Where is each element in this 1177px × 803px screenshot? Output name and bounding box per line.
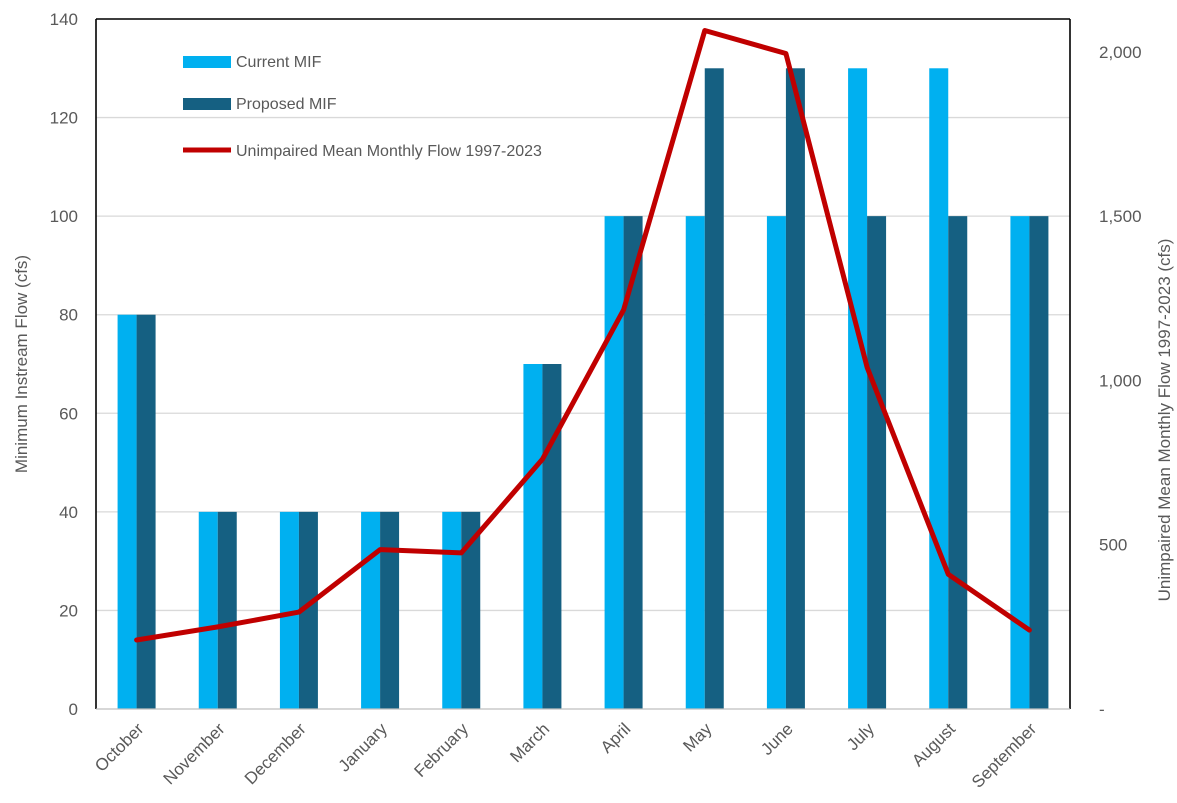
x-tick-label: July — [843, 719, 878, 754]
y-tick-label: 120 — [50, 109, 78, 128]
legend-label-unimpaired-flow: Unimpaired Mean Monthly Flow 1997-2023 — [236, 143, 542, 160]
right-axis-ticks: - 500 1,000 1,500 2,000 — [1099, 43, 1142, 719]
x-tick-label: October — [91, 719, 147, 775]
y-tick-label: 100 — [50, 207, 78, 226]
bar-current-mif — [685, 216, 705, 709]
x-tick-label: September — [968, 719, 1040, 791]
bar-current-mif — [198, 511, 218, 709]
line-series — [134, 28, 1032, 643]
y2-tick-label: 1,000 — [1099, 371, 1142, 390]
y2-tick-label: 500 — [1099, 536, 1127, 555]
bar-current-mif — [848, 68, 868, 710]
y-tick-label: 0 — [69, 700, 78, 719]
bar-current-mif — [361, 511, 381, 709]
y-axis-title: Minimum Instream Flow (cfs) — [12, 255, 31, 473]
x-tick-label: February — [411, 719, 473, 781]
bar-series — [117, 68, 1049, 710]
bar-proposed-mif — [461, 511, 481, 709]
x-tick-label: May — [679, 719, 715, 755]
x-tick-label: December — [241, 719, 310, 788]
bar-proposed-mif — [785, 68, 805, 710]
bar-proposed-mif — [298, 511, 318, 709]
bar-current-mif — [279, 511, 299, 709]
legend-swatch-proposed-mif — [183, 98, 231, 110]
x-axis-ticks: October November December January February Ma… — [91, 719, 1040, 792]
y-tick-label: 140 — [50, 10, 78, 29]
bar-proposed-mif — [380, 511, 400, 709]
y2-tick-label: 2,000 — [1099, 43, 1142, 62]
x-tick-label: June — [757, 719, 797, 759]
legend-swatch-current-mif — [183, 56, 231, 68]
bar-current-mif — [766, 216, 786, 709]
bar-proposed-mif — [217, 511, 237, 709]
x-tick-label: March — [506, 719, 553, 766]
legend: Current MIF Proposed MIF Unimpaired Mean… — [183, 54, 542, 160]
x-tick-label: January — [335, 719, 392, 776]
bar-proposed-mif — [136, 314, 156, 709]
bar-proposed-mif — [1029, 216, 1049, 709]
bar-current-mif — [442, 511, 462, 709]
y-tick-label: 40 — [59, 503, 78, 522]
bar-proposed-mif — [948, 216, 968, 709]
y-tick-label: 20 — [59, 601, 78, 620]
x-tick-label: August — [908, 719, 959, 770]
bar-current-mif — [523, 364, 543, 709]
bar-proposed-mif — [623, 216, 643, 709]
bar-current-mif — [604, 216, 624, 709]
x-tick-label: November — [160, 719, 229, 788]
bar-current-mif — [117, 314, 137, 709]
y2-tick-label: - — [1099, 700, 1105, 719]
bar-proposed-mif — [704, 68, 724, 710]
y-tick-label: 60 — [59, 404, 78, 423]
bar-current-mif — [929, 68, 949, 710]
legend-label-proposed-mif: Proposed MIF — [236, 96, 337, 113]
line-unimpaired-flow — [134, 28, 1032, 643]
y-tick-label: 80 — [59, 306, 78, 325]
x-tick-label: April — [597, 719, 634, 756]
axes — [95, 18, 1071, 710]
bar-proposed-mif — [542, 364, 562, 709]
legend-label-current-mif: Current MIF — [236, 54, 322, 71]
left-axis-ticks: 0 20 40 60 80 100 120 140 — [50, 10, 78, 719]
y2-tick-label: 1,500 — [1099, 207, 1142, 226]
y2-axis-title: Unimpaired Mean Monthly Flow 1997-2023 (… — [1155, 239, 1174, 602]
bar-proposed-mif — [867, 216, 887, 709]
bar-current-mif — [1010, 216, 1030, 709]
